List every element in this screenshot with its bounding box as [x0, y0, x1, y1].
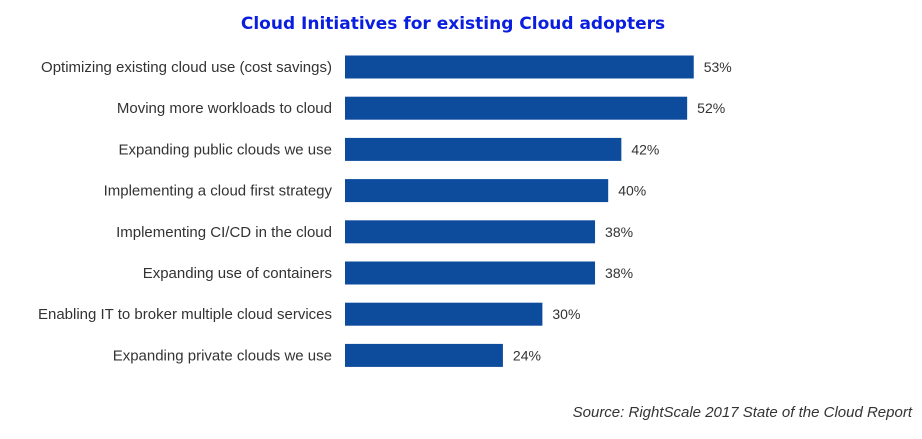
value-label: 38% [605, 224, 633, 240]
value-label: 30% [552, 306, 580, 322]
bar [345, 179, 609, 203]
bar [345, 96, 688, 120]
value-labels: 53% 52% 42% 40% 38% 38% 30% 24% [513, 59, 732, 363]
bar [345, 302, 543, 326]
category-label: Optimizing existing cloud use (cost savi… [41, 59, 332, 76]
bars [345, 55, 694, 367]
category-label: Expanding private clouds we use [113, 347, 332, 364]
value-label: 24% [513, 347, 541, 363]
category-label: Expanding use of containers [143, 265, 332, 282]
category-labels: Optimizing existing cloud use (cost savi… [38, 59, 333, 364]
category-label: Moving more workloads to cloud [117, 100, 332, 117]
value-label: 42% [631, 141, 659, 157]
bar [345, 55, 694, 79]
category-label: Expanding public clouds we use [119, 141, 332, 158]
category-label: Enabling IT to broker multiple cloud ser… [38, 306, 332, 323]
bar [345, 137, 622, 161]
value-label: 52% [697, 100, 725, 116]
value-label: 40% [618, 183, 646, 199]
value-label: 53% [704, 59, 732, 75]
bar [345, 343, 503, 367]
bar [345, 220, 596, 244]
value-label: 38% [605, 265, 633, 281]
bar [345, 261, 596, 285]
category-label: Implementing CI/CD in the cloud [116, 224, 332, 241]
chart-title: Cloud Initiatives for existing Cloud ado… [240, 14, 666, 34]
category-label: Implementing a cloud first strategy [104, 183, 333, 200]
source-note: Source: RightScale 2017 State of the Clo… [572, 404, 912, 421]
